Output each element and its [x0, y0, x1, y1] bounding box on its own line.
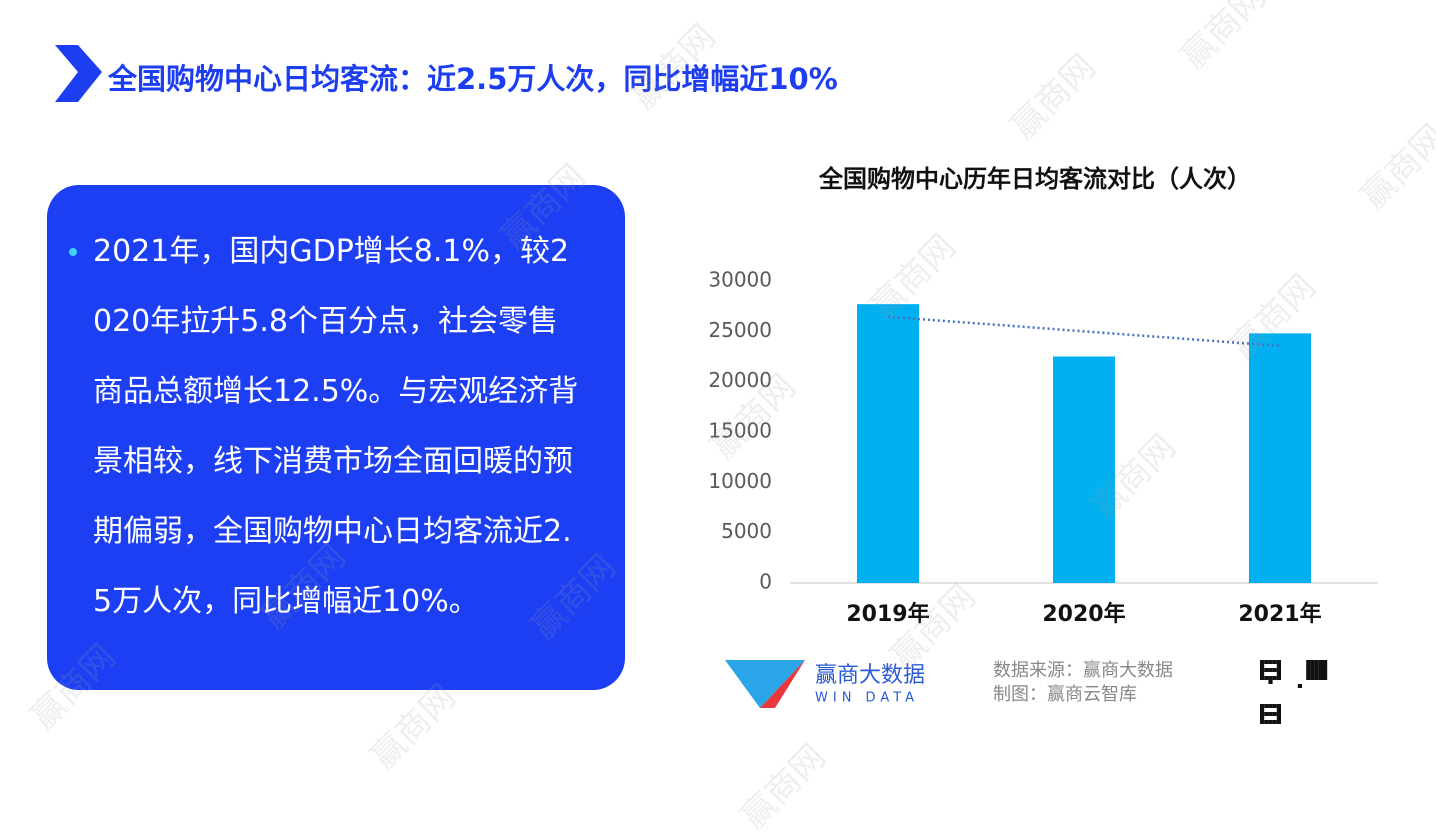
- qr-cell: [1272, 668, 1277, 672]
- qr-cell: [1310, 664, 1315, 668]
- qr-cell: [1314, 664, 1319, 668]
- qr-cell: [1264, 660, 1269, 664]
- y-tick-label: 0: [759, 570, 772, 594]
- text-panel: 2021年，国内GDP增长8.1%，较2020年拉升5.8个百分点，社会零售商品…: [47, 185, 625, 690]
- panel-text: 2021年，国内GDP增长8.1%，较2020年拉升5.8个百分点，社会零售商品…: [93, 234, 579, 619]
- y-tick-label: 20000: [708, 368, 772, 392]
- bar: [1053, 356, 1115, 583]
- qr-cell: [1260, 664, 1265, 668]
- chart: 全国购物中心历年日均客流对比（人次） 赢商大数据 WIN DATA 数据来源：赢…: [55, 45, 1378, 724]
- source: 数据来源：赢商大数据: [993, 659, 1173, 681]
- qr-cell: [1268, 660, 1273, 664]
- qr-cell: [1276, 676, 1281, 680]
- qr-cell: [1310, 668, 1315, 672]
- y-tick-label: 25000: [708, 318, 772, 342]
- qr-cell: [1276, 660, 1281, 664]
- qr-cell: [1306, 672, 1311, 676]
- logo-sub: WIN DATA: [815, 691, 919, 706]
- bar: [1249, 333, 1311, 583]
- maker: 制图：赢商云智库: [993, 683, 1137, 705]
- y-tick-label: 15000: [708, 419, 772, 443]
- qr-cell: [1268, 680, 1273, 684]
- qr-cell: [1260, 712, 1265, 716]
- qr-cell: [1306, 668, 1311, 672]
- qr-cell: [1260, 708, 1265, 712]
- qr-cell: [1314, 672, 1319, 676]
- qr-cell: [1272, 712, 1277, 716]
- qr-cell: [1260, 660, 1265, 664]
- chart-title: 全国购物中心历年日均客流对比（人次）: [818, 165, 1251, 193]
- qr-cell: [1276, 708, 1281, 712]
- bar: [857, 304, 919, 583]
- qr-cell: [1264, 676, 1269, 680]
- qr-cell: [1276, 664, 1281, 668]
- logo-name: 赢商大数据: [815, 663, 925, 688]
- qr-cell: [1310, 660, 1315, 664]
- qr-cell: [1260, 716, 1265, 720]
- qr-cell: [1318, 660, 1323, 664]
- x-tick-label: 2020年: [1042, 601, 1125, 627]
- qr-cell: [1264, 668, 1269, 672]
- qr-cell: [1260, 704, 1265, 708]
- qr-cell: [1264, 712, 1269, 716]
- y-tick-label: 10000: [708, 469, 772, 493]
- qr-cell: [1323, 676, 1328, 680]
- y-tick-label: 5000: [721, 519, 772, 543]
- qr-cell: [1318, 676, 1323, 680]
- qr-cell: [1272, 676, 1277, 680]
- qr-cell: [1268, 704, 1273, 708]
- qr-cell: [1314, 676, 1319, 680]
- qr-cell: [1276, 720, 1281, 724]
- qr-cell: [1306, 676, 1311, 680]
- page-title: 全国购物中心日均客流：近2.5万人次，同比增幅近10%: [108, 62, 838, 96]
- qr-cell: [1318, 664, 1323, 668]
- qr-cell: [1318, 672, 1323, 676]
- title-icon: [55, 45, 102, 102]
- qr-cell: [1260, 676, 1265, 680]
- y-tick-label: 30000: [708, 268, 772, 292]
- qr-cell: [1260, 720, 1265, 724]
- x-tick-label: 2021年: [1238, 601, 1321, 627]
- qr-cell: [1268, 676, 1273, 680]
- qr-cell: [1310, 676, 1315, 680]
- qr-cell: [1276, 672, 1281, 676]
- qr-cell: [1260, 668, 1265, 672]
- qr-cell: [1272, 660, 1277, 664]
- qr-cell: [1323, 664, 1328, 668]
- bullet: [69, 248, 77, 256]
- page: 全国购物中心历年日均客流对比（人次） 赢商大数据 WIN DATA 数据来源：赢…: [23, 0, 1436, 838]
- qr-cell: [1276, 704, 1281, 708]
- qr-cell: [1276, 668, 1281, 672]
- qr-cell: [1272, 704, 1277, 708]
- qr-cell: [1268, 712, 1273, 716]
- qr-cell: [1297, 684, 1302, 688]
- qr-cell: [1268, 720, 1273, 724]
- qr-code: [1260, 660, 1328, 724]
- logo: [760, 660, 805, 708]
- qr-cell: [1276, 716, 1281, 720]
- qr-cell: [1323, 668, 1328, 672]
- qr-cell: [1264, 720, 1269, 724]
- qr-cell: [1306, 664, 1311, 668]
- qr-cell: [1260, 672, 1265, 676]
- x-tick-label: 2019年: [846, 601, 929, 627]
- qr-cell: [1306, 660, 1311, 664]
- qr-cell: [1314, 660, 1319, 664]
- trendline: [887, 315, 1281, 348]
- qr-cell: [1318, 668, 1323, 672]
- logo: [725, 660, 805, 708]
- qr-cell: [1323, 672, 1328, 676]
- qr-cell: [1272, 720, 1277, 724]
- qr-cell: [1264, 704, 1269, 708]
- qr-cell: [1268, 668, 1273, 672]
- qr-cell: [1314, 668, 1319, 672]
- qr-cell: [1276, 712, 1281, 716]
- qr-cell: [1323, 660, 1328, 664]
- qr-cell: [1310, 672, 1315, 676]
